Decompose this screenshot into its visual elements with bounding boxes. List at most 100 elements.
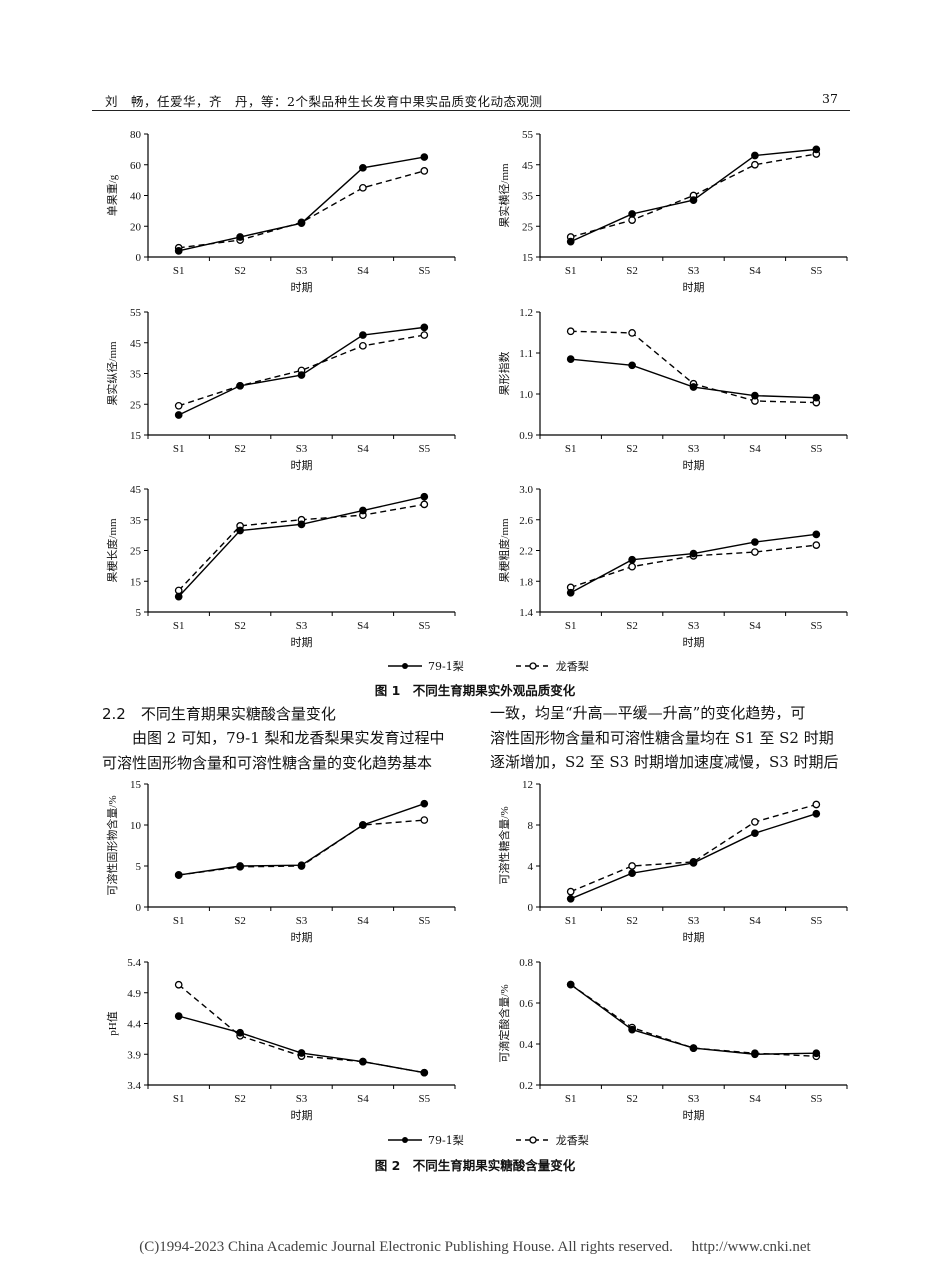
- x-axis-label: 时期: [683, 931, 705, 944]
- y-tick-label: 0.2: [519, 1080, 533, 1092]
- x-tick-label: S4: [749, 620, 761, 632]
- y-tick-label: 15: [522, 252, 534, 264]
- data-point: [566, 355, 575, 364]
- data-point: [359, 341, 367, 350]
- x-tick-label: S3: [688, 265, 700, 277]
- data-point: [812, 145, 821, 154]
- x-tick-label: S4: [357, 915, 369, 927]
- x-tick-label: S3: [688, 620, 700, 632]
- data-point: [628, 869, 636, 878]
- right-paragraph: 一致，均呈“升高—平缓—升高”的变化趋势，可 溶性固形物含量和可溶性糖含量均在 …: [490, 701, 852, 775]
- legend-dashed-marker-icon: [515, 662, 550, 670]
- y-tick-label: 0: [136, 902, 142, 914]
- chart-fruit-weight: 0 20 40 60 80 S1 S2 S3 S4 S5 时期 单果重/g: [105, 129, 456, 294]
- left-paragraph: 由图 2 可知，79-1 梨和龙香梨果实发育过程中 可溶性固形物含量和可溶性糖含…: [102, 726, 464, 775]
- data-point: [689, 859, 698, 867]
- x-tick-label: S3: [296, 443, 308, 455]
- data-point: [174, 586, 183, 595]
- y-tick-label: 45: [522, 160, 534, 172]
- y-tick-label: 10: [130, 820, 142, 832]
- y-axis-label: 果形指数: [497, 352, 511, 396]
- data-point: [297, 1049, 306, 1057]
- chart-soluble-solids: 0 5 10 15 S1 S2 S3 S4 S5 时期 可溶性固形物含量/%: [105, 779, 456, 944]
- legend-solid-marker-icon: [388, 1137, 422, 1143]
- y-tick-label: 8: [528, 820, 534, 832]
- x-tick-label: S3: [296, 1093, 308, 1105]
- x-axis-label: 时期: [291, 931, 313, 944]
- text-line: 由图 2 可知，79-1 梨和龙香梨果实发育过程中: [132, 729, 445, 747]
- series-line-79-1: [570, 533, 817, 594]
- data-point: [566, 327, 575, 336]
- x-tick-label: S2: [234, 265, 246, 277]
- series-line-longxiang: [570, 803, 817, 893]
- chart-stalk-thickness: 1.4 1.8 2.2 2.6 3.0 S1 S2 S3 S4 S5 时期 果梗粗度/mm: [497, 484, 848, 649]
- chart-transverse-diameter: 15 25 35 45 55 S1 S2 S3 S4 S5 时期 果实横径/mm: [497, 129, 848, 294]
- data-point: [566, 887, 575, 896]
- legend-series-b: 龙香梨: [555, 1134, 589, 1147]
- x-tick-label: S2: [626, 915, 638, 927]
- y-tick-label: 60: [130, 160, 142, 172]
- y-tick-label: 4: [528, 861, 534, 873]
- y-tick-label: 5: [136, 861, 142, 873]
- data-point: [420, 153, 429, 161]
- y-tick-label: 25: [130, 546, 142, 558]
- x-tick-label: S1: [565, 443, 577, 455]
- y-tick-label: 1.1: [519, 348, 533, 360]
- y-tick-label: 5: [136, 607, 142, 619]
- data-point: [174, 411, 183, 419]
- x-tick-label: S3: [688, 915, 700, 927]
- y-tick-label: 25: [522, 221, 534, 233]
- data-point: [174, 401, 183, 410]
- x-tick-label: S4: [357, 1093, 369, 1105]
- series-line-79-1: [570, 983, 817, 1055]
- series-line-longxiang: [570, 153, 817, 238]
- figure1-legend: 79-1梨 龙香梨: [388, 658, 589, 674]
- header-divider: [92, 110, 850, 111]
- x-tick-label: S5: [418, 915, 430, 927]
- data-point: [628, 555, 636, 564]
- x-axis-label: 时期: [291, 459, 313, 472]
- data-point: [812, 393, 821, 402]
- y-tick-label: 4.4: [127, 1019, 141, 1031]
- data-point: [174, 871, 183, 879]
- page-number: 37: [822, 91, 838, 106]
- data-point: [566, 588, 575, 597]
- data-point: [566, 980, 575, 989]
- x-tick-label: S2: [234, 915, 246, 927]
- y-tick-label: 1.2: [519, 307, 533, 319]
- y-tick-label: 45: [130, 484, 142, 496]
- data-point: [628, 361, 636, 370]
- y-axis-label: 果梗粗度/mm: [497, 518, 511, 583]
- series-line-79-1: [178, 496, 425, 598]
- data-point: [566, 894, 575, 903]
- y-tick-label: 5.4: [127, 957, 141, 969]
- y-tick-label: 20: [130, 221, 142, 233]
- x-tick-label: S1: [565, 1093, 577, 1105]
- chart-titratable-acid: 0.2 0.4 0.6 0.8 S1 S2 S3 S4 S5 时期 可滴定酸含量/%: [497, 957, 848, 1122]
- data-point: [359, 506, 367, 515]
- x-tick-label: S4: [357, 265, 369, 277]
- x-tick-label: S5: [810, 1093, 822, 1105]
- y-tick-label: 0.9: [519, 430, 533, 442]
- legend-solid-marker-icon: [388, 663, 422, 669]
- legend-series-a: 79-1梨: [428, 1134, 464, 1147]
- data-point: [359, 183, 367, 192]
- x-tick-label: S1: [173, 620, 185, 632]
- y-axis-label: 可溶性固形物含量/%: [105, 795, 119, 895]
- data-point: [751, 538, 759, 546]
- figure1-caption: 图 1 不同生育期果实外观品质变化: [374, 683, 576, 698]
- x-tick-label: S3: [296, 915, 308, 927]
- y-axis-label: 可滴定酸含量/%: [497, 984, 511, 1062]
- chart-soluble-sugar: 0 4 8 12 S1 S2 S3 S4 S5 时期 可溶性糖含量/%: [497, 779, 848, 944]
- series-line-longxiang: [570, 330, 817, 404]
- chart-longitudinal-diameter: 15 25 35 45 55 S1 S2 S3 S4 S5 时期 果实纵径/mm: [105, 307, 456, 472]
- x-tick-label: S2: [626, 1093, 638, 1105]
- x-axis-label: 时期: [683, 459, 705, 472]
- x-tick-label: S5: [418, 1093, 430, 1105]
- x-tick-label: S5: [810, 915, 822, 927]
- data-point: [812, 809, 821, 818]
- x-tick-label: S1: [565, 915, 577, 927]
- data-point: [751, 829, 759, 838]
- y-tick-label: 55: [522, 129, 534, 141]
- x-tick-label: S2: [234, 620, 246, 632]
